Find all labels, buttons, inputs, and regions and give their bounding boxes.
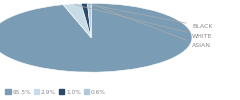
Wedge shape xyxy=(0,3,192,72)
Wedge shape xyxy=(63,4,91,38)
Wedge shape xyxy=(87,3,91,38)
Text: BLACK: BLACK xyxy=(87,4,212,29)
Wedge shape xyxy=(81,3,91,38)
Text: HISPANIC: HISPANIC xyxy=(0,99,1,100)
Legend: 95.5%, 2.9%, 1.0%, 0.6%: 95.5%, 2.9%, 1.0%, 0.6% xyxy=(3,87,108,97)
Text: WHITE: WHITE xyxy=(75,5,212,39)
Text: ASIAN: ASIAN xyxy=(92,4,211,48)
